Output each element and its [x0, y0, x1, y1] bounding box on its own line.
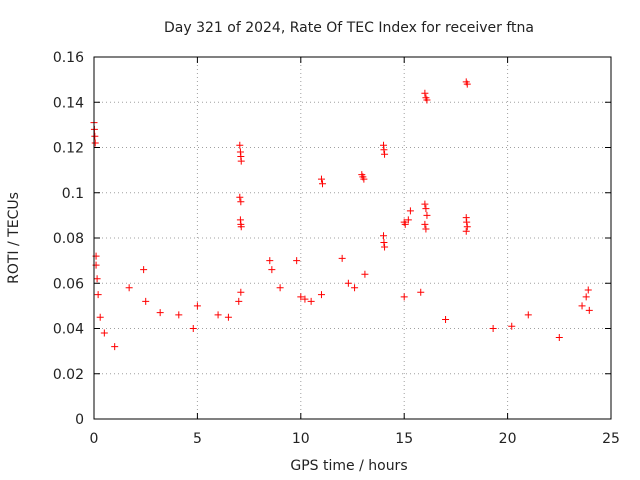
- data-point: [91, 132, 99, 140]
- data-point: [463, 80, 471, 88]
- data-point: [585, 306, 593, 314]
- data-point: [96, 313, 104, 321]
- data-point: [91, 139, 99, 147]
- data-point: [380, 232, 388, 240]
- data-point: [344, 279, 352, 287]
- data-point: [578, 302, 586, 310]
- y-tick-label: 0: [75, 412, 84, 428]
- data-point: [93, 275, 101, 283]
- data-point: [214, 311, 222, 319]
- data-point: [276, 284, 284, 292]
- data-point: [422, 225, 430, 233]
- data-point: [463, 218, 471, 226]
- data-point: [317, 175, 325, 183]
- data-point: [111, 343, 119, 351]
- y-axis-label: ROTI / TECUs: [6, 192, 22, 284]
- data-point: [381, 150, 389, 158]
- grid-lines: [94, 57, 611, 419]
- data-point: [193, 302, 201, 310]
- data-point: [524, 311, 532, 319]
- data-point: [100, 329, 108, 337]
- y-tick-label: 0.02: [53, 367, 84, 383]
- x-axis-label: GPS time / hours: [290, 458, 407, 474]
- data-point: [489, 325, 497, 332]
- data-point: [417, 288, 425, 296]
- data-point: [400, 293, 408, 301]
- data-point: [293, 257, 301, 265]
- data-point: [338, 254, 346, 262]
- y-tick-label: 0.16: [53, 50, 84, 66]
- data-point: [156, 309, 164, 317]
- data-point: [421, 220, 429, 228]
- x-tick-label: 0: [90, 431, 99, 447]
- data-point: [125, 284, 133, 292]
- y-tick-label: 0.14: [53, 95, 84, 111]
- data-point: [224, 313, 232, 321]
- data-point: [555, 334, 563, 342]
- data-point: [175, 311, 183, 319]
- data-point: [380, 146, 388, 154]
- data-point: [237, 288, 245, 296]
- data-point: [237, 157, 245, 165]
- data-point: [94, 291, 102, 299]
- data-point: [140, 266, 148, 274]
- data-point: [319, 180, 327, 188]
- data-point: [463, 223, 471, 231]
- axis-ticks: 0 5 10 15 20 25 0 0.02 0.04 0.06 0.08 0.1 0.12 0.14 0.…: [53, 50, 620, 447]
- data-point: [307, 297, 315, 305]
- data-point: [422, 205, 430, 213]
- data-point: [423, 96, 431, 104]
- data-point: [268, 266, 276, 274]
- data-point: [236, 193, 244, 201]
- data-point: [189, 325, 197, 332]
- data-point: [237, 223, 245, 231]
- x-tick-label: 10: [292, 431, 310, 447]
- data-point: [301, 295, 309, 303]
- y-tick-label: 0.1: [62, 186, 84, 202]
- data-point: [361, 270, 369, 278]
- x-tick-label: 25: [602, 431, 620, 447]
- data-point: [462, 227, 470, 235]
- data-point: [237, 198, 245, 206]
- data-point: [508, 322, 516, 330]
- data-point: [266, 257, 274, 265]
- data-point: [423, 211, 431, 219]
- data-point: [421, 89, 429, 97]
- data-point: [351, 284, 359, 292]
- y-tick-label: 0.12: [53, 141, 84, 157]
- data-point: [442, 315, 450, 323]
- data-point: [380, 239, 388, 247]
- data-point: [236, 141, 244, 149]
- data-point: [297, 293, 305, 301]
- chart-title: Day 321 of 2024, Rate Of TEC Index for r…: [164, 20, 534, 36]
- data-point: [582, 293, 590, 301]
- y-tick-label: 0.06: [53, 276, 84, 292]
- x-tick-label: 15: [395, 431, 413, 447]
- data-point: [381, 243, 389, 251]
- y-tick-label: 0.08: [53, 231, 84, 247]
- data-points: [90, 78, 593, 351]
- data-point: [360, 175, 368, 183]
- data-point: [401, 220, 409, 228]
- x-tick-label: 20: [499, 431, 517, 447]
- data-point: [142, 297, 150, 305]
- data-point: [406, 207, 414, 215]
- data-point: [584, 286, 592, 294]
- x-tick-label: 5: [193, 431, 202, 447]
- data-point: [317, 291, 325, 299]
- y-tick-label: 0.04: [53, 322, 84, 338]
- data-point: [404, 216, 412, 224]
- data-point: [421, 200, 429, 208]
- data-point: [235, 297, 243, 305]
